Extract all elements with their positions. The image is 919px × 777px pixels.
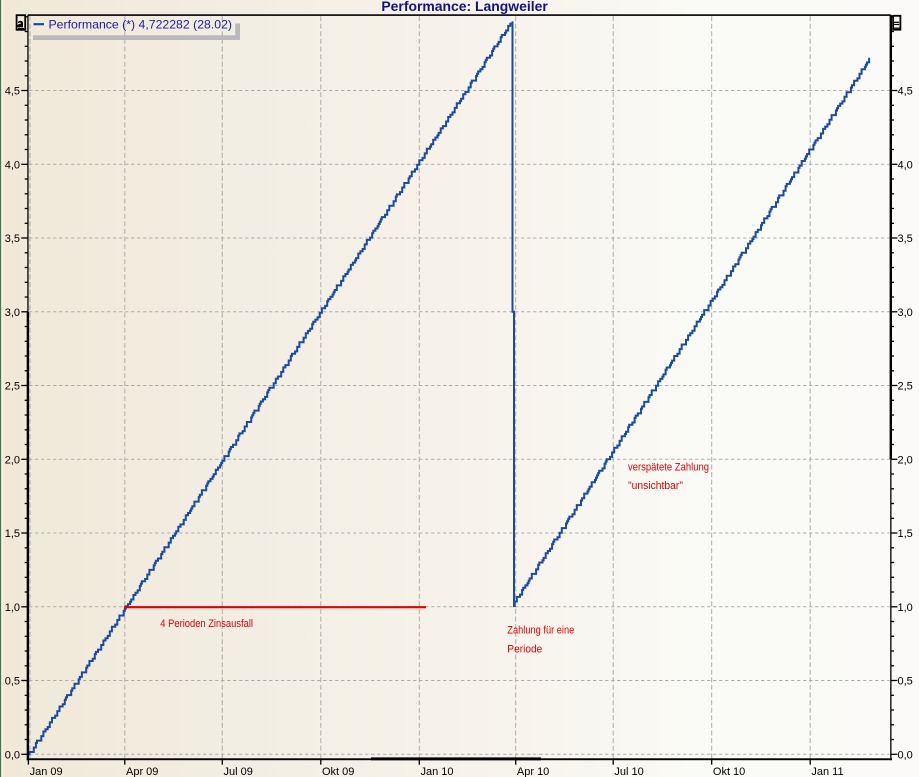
svg-text:2,5: 2,5	[898, 381, 913, 393]
svg-text:3,0: 3,0	[5, 307, 20, 319]
svg-text:4 Perioden Zinsausfall: 4 Perioden Zinsausfall	[160, 618, 253, 630]
svg-text:3,0: 3,0	[898, 307, 913, 319]
svg-text:4,0: 4,0	[5, 159, 20, 171]
svg-text:1,5: 1,5	[5, 528, 20, 540]
svg-text:Okt 10: Okt 10	[713, 766, 745, 777]
svg-text:Zahlung für eine: Zahlung für eine	[507, 625, 574, 637]
svg-text:3,5: 3,5	[5, 233, 20, 245]
svg-text:0,0: 0,0	[5, 749, 20, 761]
svg-text:Jul 10: Jul 10	[614, 766, 643, 777]
svg-text:2,5: 2,5	[5, 381, 20, 393]
svg-text:4,5: 4,5	[898, 86, 913, 98]
svg-text:Jan 11: Jan 11	[811, 766, 843, 777]
svg-text:4,0: 4,0	[898, 159, 913, 171]
svg-text:0,5: 0,5	[898, 676, 913, 688]
svg-text:Jan 09: Jan 09	[30, 766, 63, 777]
svg-text:"unsichtbar": "unsichtbar"	[628, 480, 683, 492]
svg-text:Jan 10: Jan 10	[421, 766, 454, 777]
svg-text:2,0: 2,0	[898, 454, 913, 466]
svg-text:Performance: Langweiler: Performance: Langweiler	[381, 0, 548, 14]
svg-text:verspätete Zahlung: verspätete Zahlung	[628, 462, 709, 474]
svg-text:Jul 09: Jul 09	[224, 766, 253, 777]
svg-text:2,0: 2,0	[5, 454, 20, 466]
svg-text:Apr 10: Apr 10	[517, 766, 549, 777]
svg-text:1,5: 1,5	[898, 528, 913, 540]
svg-text:3,5: 3,5	[898, 233, 913, 245]
svg-text:1,0: 1,0	[5, 602, 20, 614]
svg-text:Performance (*) 4,722282 (28.0: Performance (*) 4,722282 (28.02)	[49, 18, 233, 32]
svg-text:4,5: 4,5	[5, 86, 20, 98]
svg-text:0,5: 0,5	[5, 676, 20, 688]
svg-text:0,0: 0,0	[898, 749, 913, 761]
svg-text:Okt 09: Okt 09	[322, 766, 354, 777]
svg-text:1,0: 1,0	[898, 602, 913, 614]
svg-text:Periode: Periode	[507, 644, 542, 656]
svg-text:Apr 09: Apr 09	[126, 766, 158, 777]
